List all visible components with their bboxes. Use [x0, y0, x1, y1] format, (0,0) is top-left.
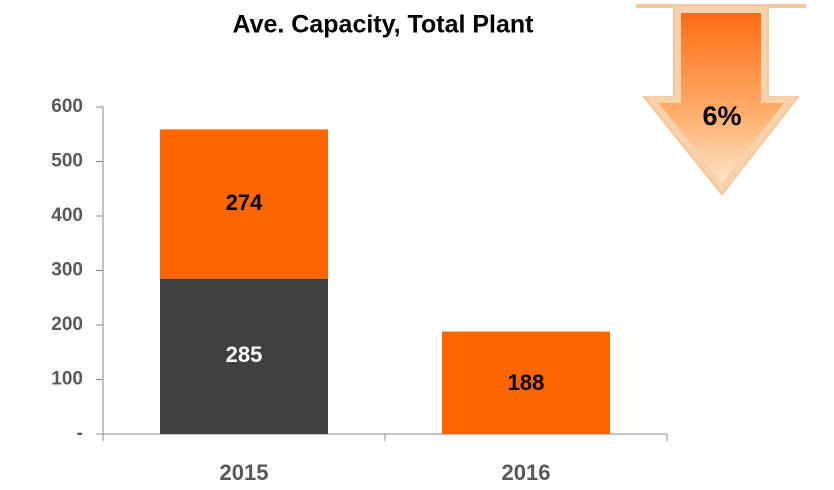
- y-tick-label: 400: [51, 205, 83, 226]
- y-tick-label: -: [77, 423, 83, 444]
- bar-value-label: 274: [226, 190, 263, 215]
- bar-segment: [160, 129, 328, 279]
- x-tick-label: 2015: [220, 460, 269, 485]
- x-tick-label: 2016: [502, 460, 551, 485]
- bar-value-label: 285: [226, 342, 263, 367]
- annotation: 6%: [702, 101, 741, 131]
- y-tick-label: 500: [51, 151, 83, 172]
- down-arrow: [636, 4, 806, 196]
- y-tick-label: 200: [51, 314, 83, 335]
- chart-title: Ave. Capacity, Total Plant: [232, 11, 534, 39]
- y-tick-label: 600: [51, 96, 83, 117]
- y-tick-label: 300: [51, 260, 83, 281]
- bar-segment: [160, 278, 328, 434]
- bar-segment: [442, 331, 610, 434]
- bar-value-label: 188: [508, 370, 545, 395]
- y-tick-label: 100: [51, 369, 83, 390]
